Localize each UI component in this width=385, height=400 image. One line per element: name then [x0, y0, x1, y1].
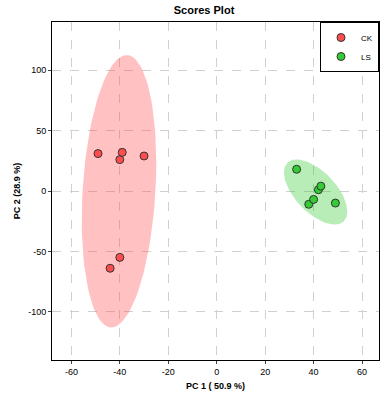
svg-text:60: 60 — [357, 367, 367, 377]
svg-text:0: 0 — [214, 367, 219, 377]
svg-text:100: 100 — [31, 65, 46, 75]
svg-text:PC 2 (28.9 %): PC 2 (28.9 %) — [12, 163, 22, 220]
svg-text:40: 40 — [309, 367, 319, 377]
svg-text:50: 50 — [36, 126, 46, 136]
svg-text:-100: -100 — [28, 307, 46, 317]
svg-text:PC 1 ( 50.9 %): PC 1 ( 50.9 %) — [186, 381, 245, 391]
svg-text:Scores Plot: Scores Plot — [174, 4, 235, 16]
svg-text:-50: -50 — [33, 247, 46, 257]
svg-text:-60: -60 — [65, 367, 78, 377]
svg-text:20: 20 — [260, 367, 270, 377]
svg-text:-20: -20 — [162, 367, 175, 377]
svg-text:LS: LS — [361, 53, 371, 62]
svg-text:0: 0 — [41, 186, 46, 196]
svg-text:-40: -40 — [113, 367, 126, 377]
svg-text:CK: CK — [361, 34, 373, 43]
